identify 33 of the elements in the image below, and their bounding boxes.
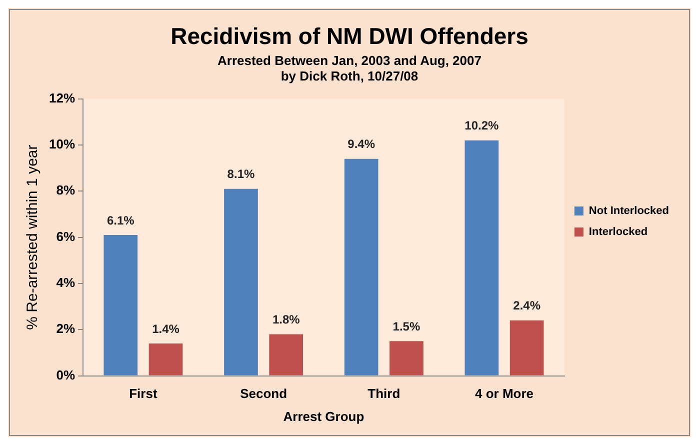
bar <box>390 341 424 376</box>
y-tick-label: 8% <box>56 182 76 198</box>
x-tick-label: First <box>129 386 158 402</box>
y-tick-label: 6% <box>56 228 76 244</box>
y-tick-label: 10% <box>48 136 76 152</box>
data-label: 10.2% <box>464 118 500 133</box>
bar <box>148 343 183 376</box>
y-tick-label: 0% <box>56 367 76 382</box>
bar <box>269 334 304 376</box>
x-tick-label: Second <box>240 386 288 402</box>
data-label: 1.5% <box>392 319 420 334</box>
legend-label: Interlocked <box>588 226 648 238</box>
legend-label: Not Interlocked <box>588 205 670 218</box>
data-label: 6.1% <box>106 213 135 228</box>
x-axis-title: Arrest Group <box>283 408 364 424</box>
chart-subtitle: Arrested Between Jan, 2003 and Aug, 2007 by Dick Roth, 10/27/08 <box>218 52 482 84</box>
bar <box>344 158 378 376</box>
bar <box>510 320 544 376</box>
bar <box>224 188 258 376</box>
chart-title: Recidivism of NM DWI Offenders <box>170 23 528 50</box>
x-tick-label: 4 or More <box>475 386 534 402</box>
data-label: 9.4% <box>348 137 376 152</box>
data-label: 2.4% <box>513 298 541 313</box>
y-axis-title: % Re-arrested within 1 year <box>24 144 42 330</box>
y-tick-label: 4% <box>56 275 76 290</box>
data-label: 1.4% <box>152 322 180 336</box>
x-tick-label: Third <box>368 386 400 402</box>
y-tick-label: 2% <box>56 321 76 336</box>
data-label: 1.8% <box>272 312 300 327</box>
bar <box>104 234 138 376</box>
bar <box>464 140 499 376</box>
data-label: 8.1% <box>227 167 255 182</box>
y-tick-label: 12% <box>48 90 76 106</box>
